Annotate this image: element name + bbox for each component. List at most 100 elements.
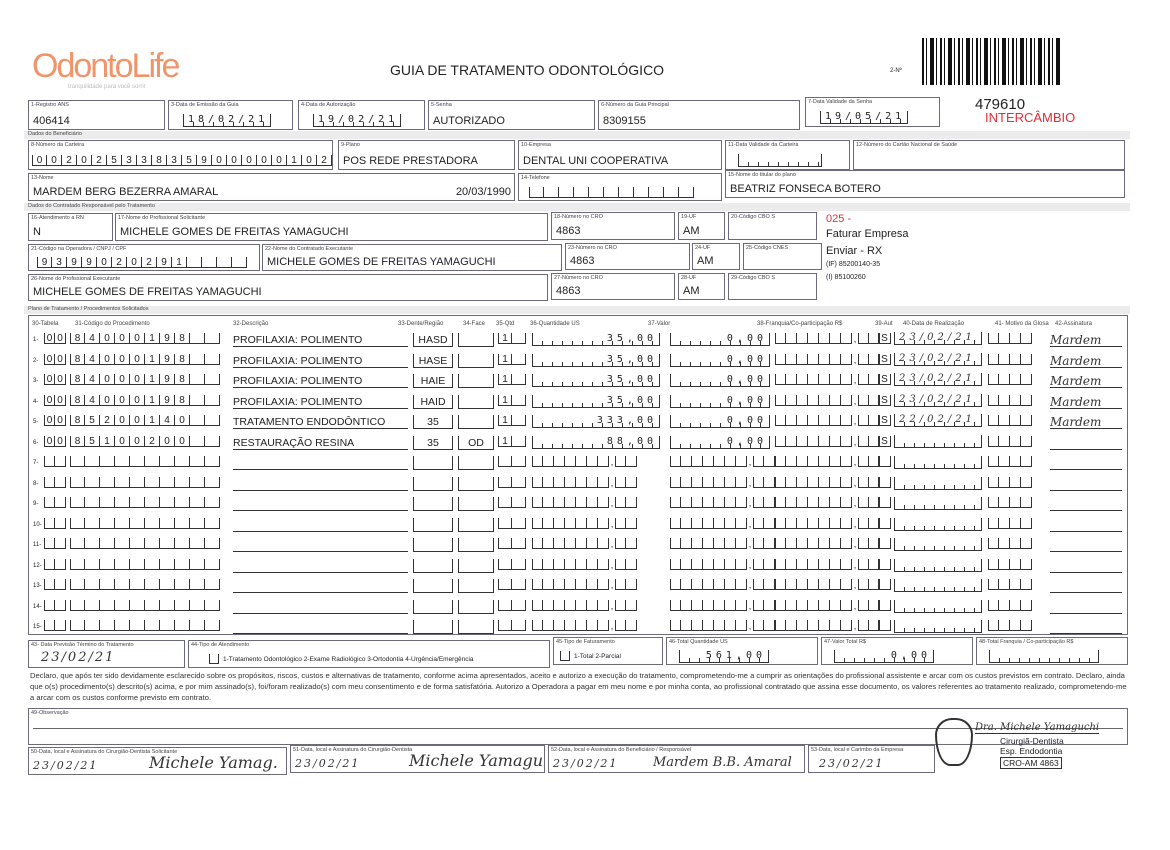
contratado-exec-field[interactable]: 22-Nome do Contratado Executante MICHELE … — [262, 244, 562, 271]
senha-field[interactable]: 5-Senha AUTORIZADO — [428, 100, 595, 130]
empresa-field[interactable]: 10-Empresa DENTAL UNI COOPERATIVA — [518, 140, 722, 170]
sig52-field[interactable]: 52-Data, local e Assinatura do Beneficiá… — [548, 745, 805, 773]
prof-exec-field[interactable]: 26-Nome do Profissional Executante MICHEL… — [28, 274, 548, 301]
procedure-row[interactable]: 1- 0 0 8 4 0 0 0 1 9 8 PROFILAXIA: POLIMENTO HASD 1 35… — [30, 332, 1125, 348]
sig50-field[interactable]: 50-Data, local e Assinatura do Cirurgião… — [28, 747, 287, 775]
cro23-field[interactable]: 23-Número no CRO 4863 — [565, 243, 690, 270]
comb-cell — [819, 497, 830, 508]
valor-total-field[interactable]: 47-Valor Total R$ 0,00 — [821, 637, 973, 665]
field-value: N — [33, 226, 41, 238]
comb-cell — [869, 394, 880, 406]
glosa-comb — [988, 538, 1032, 549]
comb-cell — [604, 187, 619, 198]
comb-cell: 0 — [242, 155, 257, 166]
us-comb: , — [532, 476, 637, 489]
comb-cell — [797, 394, 808, 406]
comb-cell — [819, 558, 830, 570]
procedure-row[interactable]: 11-,,, — [30, 537, 1125, 553]
checkbox[interactable] — [560, 651, 570, 661]
plano-field[interactable]: 9-Plano POS REDE PRESTADORA — [338, 140, 515, 170]
comb-cell: 0 — [55, 415, 66, 426]
descricao — [233, 456, 408, 470]
procedure-row[interactable]: 4- 0 0 8 4 0 0 0 1 9 8 PROFILAXIA: POLIMENTO HAID 1 35… — [30, 393, 1125, 410]
separator: , — [853, 354, 857, 365]
procedure-row[interactable]: 5- 0 0 8 5 2 0 0 1 4 0 TRATAMENTO ENDODÔNTICO 35 1 333… — [30, 414, 1125, 430]
comb-cell — [1010, 374, 1021, 385]
validade-carteira-field[interactable]: 11-Data Validade da Carteira — [725, 140, 850, 170]
comb-cell — [841, 538, 852, 549]
comb-cell — [819, 579, 830, 590]
guia-principal-field[interactable]: 6-Número da Guia Principal 8309155 — [598, 100, 800, 130]
comb-cell — [130, 517, 145, 529]
procedure-row[interactable]: 13-,,, — [30, 578, 1125, 594]
procedure-row[interactable]: 3- 0 0 8 4 0 0 0 1 9 8 PROFILAXIA: POLIMENTO HAIE 1 35… — [30, 373, 1125, 389]
comb-cell — [576, 558, 587, 570]
comb-cell — [1010, 435, 1021, 447]
comb-cell: 8 — [175, 333, 190, 344]
cnes25-field[interactable]: 25-Código CNES — [743, 243, 822, 270]
row-number: 13- — [33, 583, 42, 589]
tipo-faturamento-field[interactable]: 45-Tipo de Faturamento 1-Total 2-Parcial — [553, 637, 663, 665]
comb-cell — [775, 394, 786, 406]
cbo20-field[interactable]: 20-Código CBO S — [728, 212, 817, 240]
cro27-field[interactable]: 27-Número no CRO 4863 — [551, 273, 675, 300]
rn-field[interactable]: 16-Atendimento a RN N — [28, 213, 113, 241]
telefone-field[interactable]: 14-Telefone — [518, 173, 722, 201]
uf24-field[interactable]: 24-UF AM — [692, 243, 740, 270]
field-value: MICHELE GOMES DE FREITAS YAMAGUCHI — [33, 286, 262, 298]
uf19-field[interactable]: 19-UF AM — [678, 212, 725, 240]
comb-cell — [100, 497, 115, 508]
cns-field[interactable]: 12-Número do Cartão Nacional de Saúde — [853, 140, 1125, 170]
franquia-comb: , — [775, 497, 880, 509]
comb-cell: 0 — [127, 257, 142, 268]
codigo-operadora-field[interactable]: 21-Código na Operadora / CNPJ / CPF 9 3 9 9 0… — [28, 244, 260, 271]
total-us-field[interactable]: 46-Total Quantidade US 561,00 — [666, 637, 818, 665]
comb-cell — [532, 579, 543, 590]
procedure-row[interactable]: 9-,,, — [30, 496, 1125, 512]
header-tabela: 30-Tabela — [32, 321, 59, 327]
sig53-field[interactable]: 53-Data, local e Carimbo da Empresa 23/02… — [808, 745, 935, 773]
comb-cell: 0 — [47, 155, 62, 166]
procedure-row[interactable]: 6- 0 0 8 5 1 0 0 2 0 0 RESTAURAÇÃO RESINA 35 OD 1 88,00… — [30, 434, 1125, 451]
comb-cell — [736, 538, 747, 549]
registro-ans-field[interactable]: 1-Registro ANS 406414 — [28, 100, 165, 130]
separator: , — [610, 621, 614, 631]
nome-field[interactable]: 13-Nome MARDEM BERG BEZERRA AMARAL 20/03/1… — [28, 173, 515, 201]
cbo29-field[interactable]: 29-Código CBO S — [728, 273, 817, 300]
procedure-row[interactable]: 7-,,, — [30, 455, 1125, 471]
comb-cell — [626, 599, 637, 611]
procedure-row[interactable]: 14-,,, — [30, 599, 1125, 615]
comb-cell — [145, 599, 160, 611]
prof-solicitante-field[interactable]: 17-Nome do Profissional Solicitante MICHE… — [115, 213, 548, 241]
carteira-field[interactable]: 8-Número da Carteira 0 0 2 0 2 5 3 3 8 3 5 9 0 0 0 0 0 1 0 2 — [28, 140, 333, 170]
procedure-row[interactable]: 15-,,, — [30, 619, 1125, 635]
comb-cell — [512, 620, 526, 631]
sig51-field[interactable]: 51-Data, local e Assinatura do Cirurgião… — [290, 745, 545, 773]
uf28-field[interactable]: 28-UF AM — [678, 273, 725, 300]
procedure-row[interactable]: 2- 0 0 8 4 0 0 0 1 9 8 PROFILAXIA: POLIMENTO HASE 1 35… — [30, 352, 1125, 369]
comb-cell: 2 — [317, 155, 332, 166]
comb-cell — [670, 620, 681, 631]
procedure-row[interactable]: 12-,,, — [30, 558, 1125, 574]
comb-cell — [988, 558, 999, 570]
comb-cell — [70, 579, 85, 590]
comb-cell — [692, 579, 703, 590]
validade-senha-field[interactable]: 7-Data Validade da Senha 19/05/21 — [805, 97, 940, 127]
comb-cell — [999, 579, 1010, 590]
data-autorizacao-field[interactable]: 4-Data de Autorização 19/02/21 — [298, 100, 425, 130]
procedure-row[interactable]: 10-,,, — [30, 517, 1125, 533]
comb-cell — [554, 517, 565, 529]
valor-comb: , — [670, 538, 775, 550]
face — [458, 538, 494, 552]
comb-cell — [532, 476, 543, 488]
tipo-atendimento-field[interactable]: 44-Tipo de Atendimento 1-Tratamento Odont… — [188, 640, 550, 668]
checkbox[interactable] — [209, 654, 219, 664]
procedure-row[interactable]: 8-,,, — [30, 476, 1125, 492]
cro18-field[interactable]: 18-Número no CRO 4863 — [551, 212, 675, 240]
total-franquia-field[interactable]: 48-Total Franquia / Co-participação R$ — [976, 637, 1128, 665]
page-title: GUIA DE TRATAMENTO ODONTOLÓGICO — [390, 62, 665, 78]
previsao-field[interactable]: 43- Data Previsão Término do Tratamento 2… — [28, 640, 185, 668]
titular-field[interactable]: 15-Nome do titular do plano BEATRIZ FONSE… — [725, 170, 1125, 198]
data-emissao-field[interactable]: 3-Data de Emissão da Guia 18/02/21 — [168, 100, 293, 130]
